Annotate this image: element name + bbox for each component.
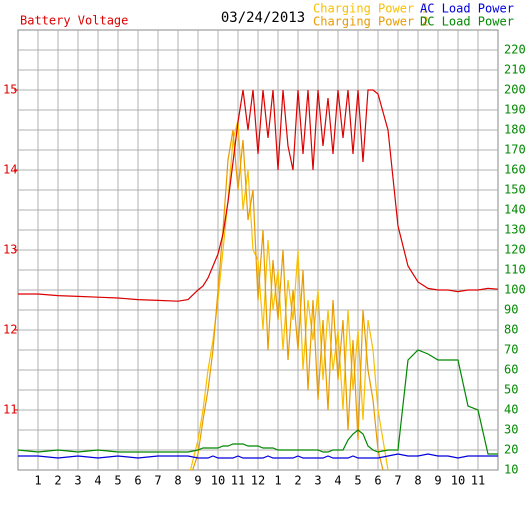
y2-tick-label: 180 (504, 123, 526, 137)
x-tick-label: 12 (251, 474, 265, 488)
x-tick-label: 11 (231, 474, 245, 488)
y2-tick-label: 220 (504, 43, 526, 57)
y-tick-label: 14 (3, 163, 17, 177)
x-tick-label: 7 (154, 474, 161, 488)
x-tick-label: 3 (74, 474, 81, 488)
legend-entry: DC Load Power (420, 15, 514, 29)
y2-tick-label: 190 (504, 103, 526, 117)
y2-tick-label: 10 (504, 463, 518, 477)
x-tick-label: 5 (354, 474, 361, 488)
x-tick-label: 9 (434, 474, 441, 488)
y-tick-label: 12 (3, 323, 17, 337)
y-tick-label: 11 (3, 403, 17, 417)
y2-tick-label: 100 (504, 283, 526, 297)
y2-tick-label: 50 (504, 383, 518, 397)
y2-tick-label: 160 (504, 163, 526, 177)
x-tick-label: 7 (394, 474, 401, 488)
y-axis-label: Battery Voltage (20, 14, 128, 28)
x-tick-label: 1 (274, 474, 281, 488)
series-line (18, 453, 498, 459)
y2-tick-label: 140 (504, 203, 526, 217)
x-tick-label: 10 (211, 474, 225, 488)
x-tick-label: 9 (194, 474, 201, 488)
y2-tick-label: 60 (504, 363, 518, 377)
y2-tick-label: 150 (504, 183, 526, 197)
x-tick-label: 6 (134, 474, 141, 488)
x-tick-label: 11 (471, 474, 485, 488)
series-line (189, 119, 389, 470)
y2-tick-label: 70 (504, 343, 518, 357)
legend-entry: Charging Power 2 (313, 15, 429, 29)
chart-title: 03/24/2013 (221, 10, 305, 26)
y2-tick-label: 170 (504, 143, 526, 157)
series-line (18, 349, 498, 455)
x-tick-label: 1 (34, 474, 41, 488)
y2-tick-label: 20 (504, 443, 518, 457)
legend-entry: Charging Power 1 (313, 2, 429, 16)
y2-tick-label: 130 (504, 223, 526, 237)
y2-tick-label: 90 (504, 303, 518, 317)
y2-tick-label: 30 (504, 423, 518, 437)
x-tick-label: 8 (174, 474, 181, 488)
legend-entry: AC Load Power (420, 2, 514, 16)
plot-lines (18, 89, 498, 470)
y2-tick-label: 210 (504, 63, 526, 77)
y2-tick-label: 40 (504, 403, 518, 417)
x-tick-label: 5 (114, 474, 121, 488)
y2-tick-label: 80 (504, 323, 518, 337)
series-line (192, 129, 384, 470)
x-tick-label: 2 (54, 474, 61, 488)
x-tick-label: 4 (334, 474, 341, 488)
y2-tick-label: 110 (504, 263, 526, 277)
y-tick-label: 15 (3, 83, 17, 97)
x-tick-label: 6 (374, 474, 381, 488)
x-tick-label: 2 (294, 474, 301, 488)
y2-tick-label: 200 (504, 83, 526, 97)
y-tick-label: 13 (3, 243, 17, 257)
x-tick-label: 4 (94, 474, 101, 488)
y2-tick-label: 120 (504, 243, 526, 257)
series-line (18, 89, 498, 302)
x-tick-label: 8 (414, 474, 421, 488)
x-tick-label: 3 (314, 474, 321, 488)
x-tick-label: 10 (451, 474, 465, 488)
